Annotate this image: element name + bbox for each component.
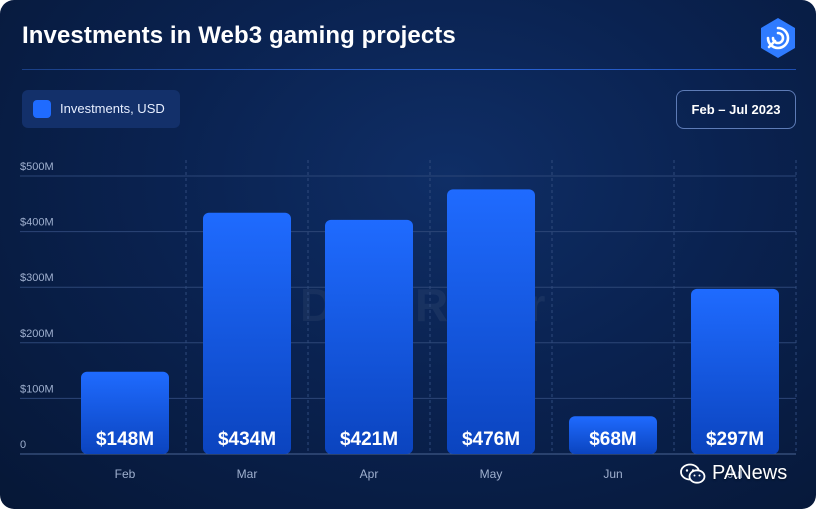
period-badge: Feb – Jul 2023: [676, 90, 796, 129]
legend-label: Investments, USD: [60, 101, 165, 116]
y-tick-label: 0: [20, 439, 26, 451]
legend: Investments, USD: [22, 90, 180, 128]
bar-may: [447, 189, 535, 454]
x-tick-label: Apr: [360, 467, 379, 481]
y-tick-label: $500M: [20, 161, 54, 173]
data-label: $68M: [589, 429, 637, 450]
source-credit: PANews: [680, 462, 787, 485]
header-divider: [22, 69, 796, 70]
wechat-icon: [680, 463, 706, 484]
bars-layer: [81, 189, 779, 454]
bar-mar: [203, 212, 291, 454]
data-label: $297M: [706, 429, 764, 450]
x-tick-label: Jul: [727, 467, 742, 481]
bar-jun: [569, 416, 657, 454]
x-tick-label: Mar: [237, 467, 258, 481]
y-tick-label: $200M: [20, 328, 54, 340]
chart-title: Investments in Web3 gaming projects: [22, 22, 456, 49]
y-tick-label: $300M: [20, 272, 54, 284]
dappradar-logo-icon: [761, 18, 795, 58]
data-label: $434M: [218, 429, 276, 450]
labels-layer: $148M Feb $434M Mar $421M Apr $476M May $68M Jun $…: [96, 429, 764, 481]
x-tick-label: Jun: [603, 467, 622, 481]
data-label: $148M: [96, 429, 154, 450]
bar-jul: [691, 288, 779, 454]
y-tick-label: $100M: [20, 383, 54, 395]
bar-feb: [81, 371, 169, 454]
source-label: PANews: [712, 462, 788, 484]
legend-swatch: [33, 100, 51, 118]
data-label: $421M: [340, 429, 398, 450]
x-tick-label: May: [480, 467, 503, 481]
data-label: $476M: [462, 429, 520, 450]
y-tick-label: $400M: [20, 217, 54, 229]
bar-apr: [325, 219, 413, 454]
x-tick-label: Feb: [115, 467, 136, 481]
